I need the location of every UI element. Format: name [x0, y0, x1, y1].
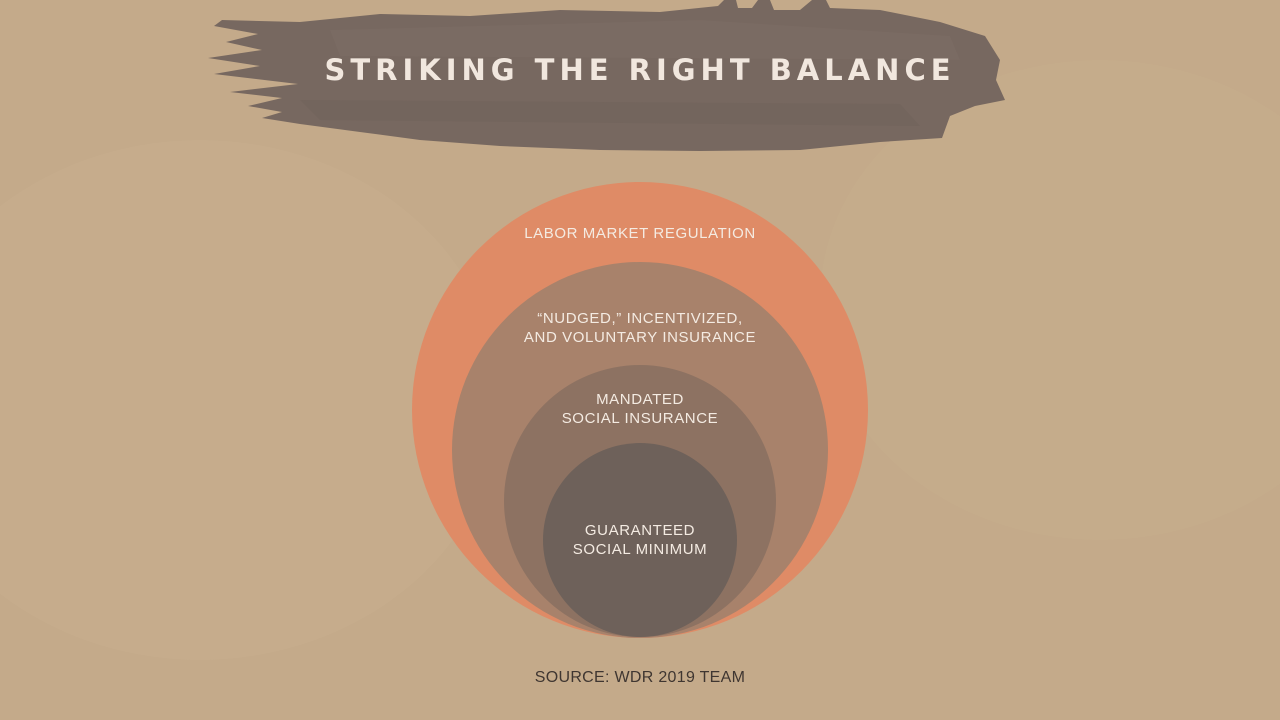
label-guaranteed-social-minimum: GUARANTEED SOCIAL MINIMUM: [572, 522, 708, 558]
label-mandated-social-insurance: MANDATED SOCIAL INSURANCE: [561, 391, 719, 427]
circle-guaranteed-social-minimum: [543, 443, 737, 637]
label-labor-market-regulation: LABOR MARKET REGULATION: [524, 225, 756, 242]
source-credit: SOURCE: WDR 2019 TEAM: [534, 669, 746, 686]
label-voluntary-insurance: “NUDGED,” INCENTIVIZED, AND VOLUNTARY IN…: [523, 310, 757, 346]
page-title: STRIKING THE RIGHT BALANCE: [324, 53, 956, 87]
brush-stroke-banner: [208, 0, 1005, 151]
